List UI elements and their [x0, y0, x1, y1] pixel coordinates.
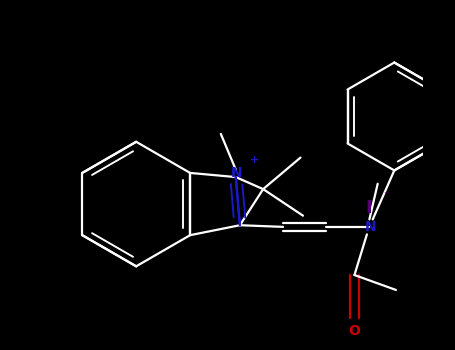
- Text: N: N: [364, 220, 376, 234]
- Text: +: +: [249, 155, 258, 166]
- Text: ⁻: ⁻: [383, 190, 389, 200]
- Text: I: I: [365, 199, 372, 217]
- Text: N: N: [231, 166, 243, 180]
- Text: O: O: [349, 324, 360, 338]
